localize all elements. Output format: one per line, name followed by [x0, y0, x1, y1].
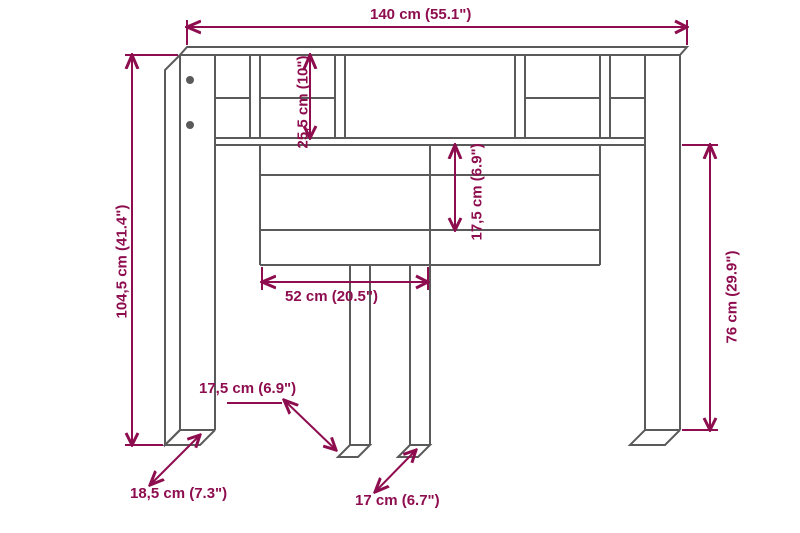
dim-depth-left: 18,5 cm (7.3"): [130, 485, 227, 502]
dim-shelf-height: 25,5 cm (10"): [295, 56, 312, 149]
dim-width-top: 140 cm (55.1"): [370, 6, 471, 23]
dim-height-right: 76 cm (29.9"): [724, 251, 741, 344]
dim-panel-height: 17,5 cm (6.9"): [469, 143, 486, 240]
dimension-lines: [125, 20, 718, 492]
dim-height-left: 104,5 cm (41.4"): [114, 205, 131, 319]
dim-panel-width: 52 cm (20.5"): [285, 288, 378, 305]
dim-leg-depth-bottom: 17 cm (6.7"): [355, 492, 440, 509]
dim-leg-depth-side: 17,5 cm (6.9"): [199, 380, 296, 397]
